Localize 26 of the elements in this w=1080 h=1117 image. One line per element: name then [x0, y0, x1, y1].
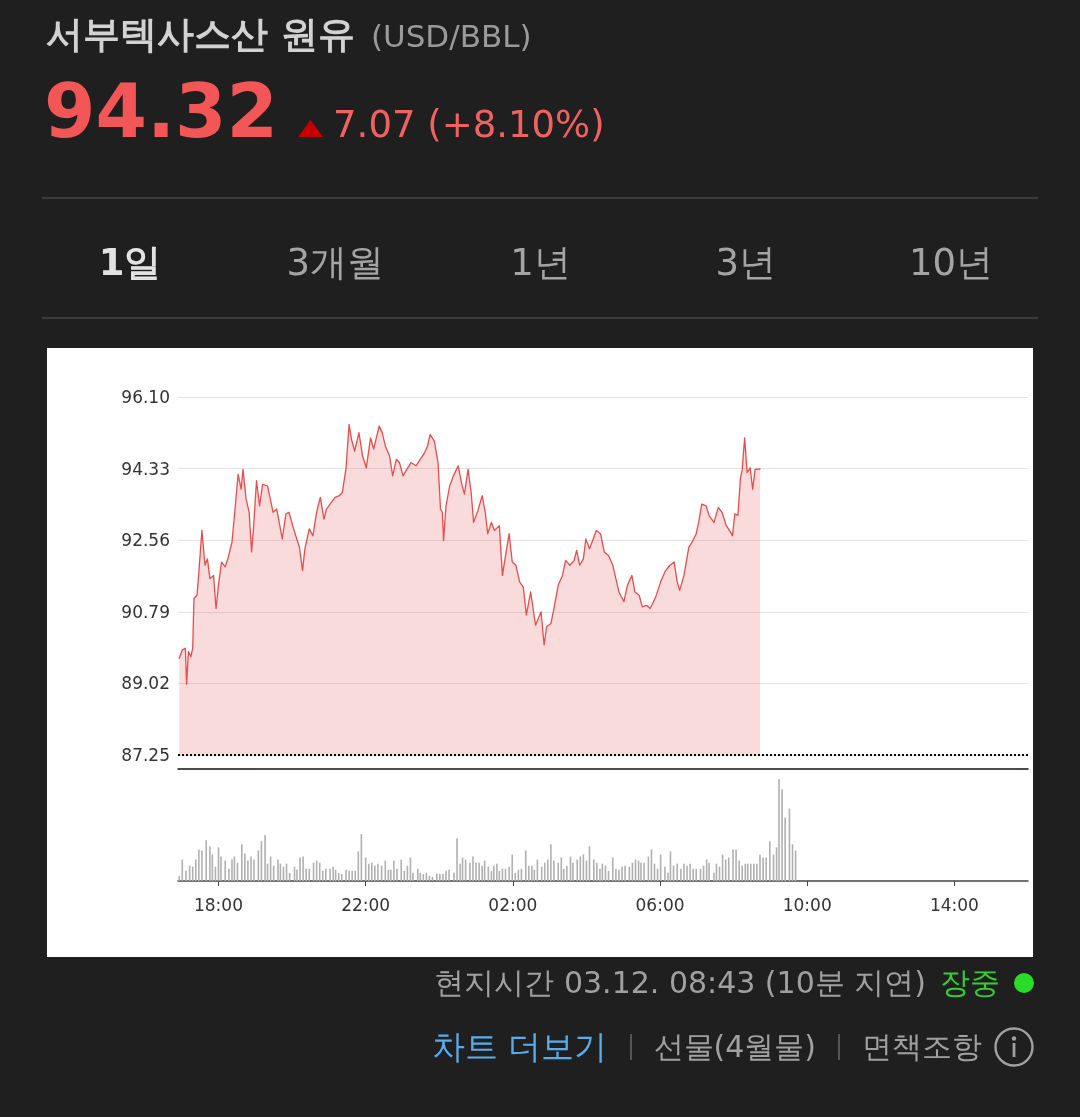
text: 장중: [940, 963, 1000, 1002]
y-tick-label: 87.25: [121, 745, 170, 765]
text: 7.07 (+8.10%): [333, 103, 605, 146]
x-tick-label: 02:00: [488, 894, 538, 915]
text: 1년: [510, 240, 571, 286]
y-tick-label: 90.79: [121, 601, 170, 622]
text: 선물(4월물): [653, 1027, 816, 1066]
chart-title: 서부텍사스산 원유: [46, 12, 355, 58]
chart-subtitle: (USD/BBL): [370, 18, 532, 54]
text: 현지시간 03.12. 08:43 (10분 지연): [434, 963, 926, 1002]
text: 면책조항: [862, 1027, 982, 1066]
text: 10년: [908, 240, 994, 286]
y-tick-label: 89.02: [121, 673, 170, 694]
x-tick-label: 06:00: [635, 894, 685, 915]
text: 94.32: [44, 68, 279, 154]
y-tick-label: 94.33: [121, 458, 170, 479]
x-tick-label: 22:00: [341, 894, 391, 915]
y-tick-label: 92.56: [121, 530, 170, 551]
y-tick-label: 96.10: [121, 387, 170, 407]
text: 3년: [715, 240, 777, 286]
text: 차트 더보기: [432, 1025, 608, 1068]
x-tick-label: 14:00: [929, 894, 979, 915]
text: 3개월: [286, 240, 385, 286]
text: 1일: [98, 240, 162, 286]
x-tick-label: 18:00: [193, 894, 243, 915]
x-tick-label: 10:00: [782, 894, 832, 915]
